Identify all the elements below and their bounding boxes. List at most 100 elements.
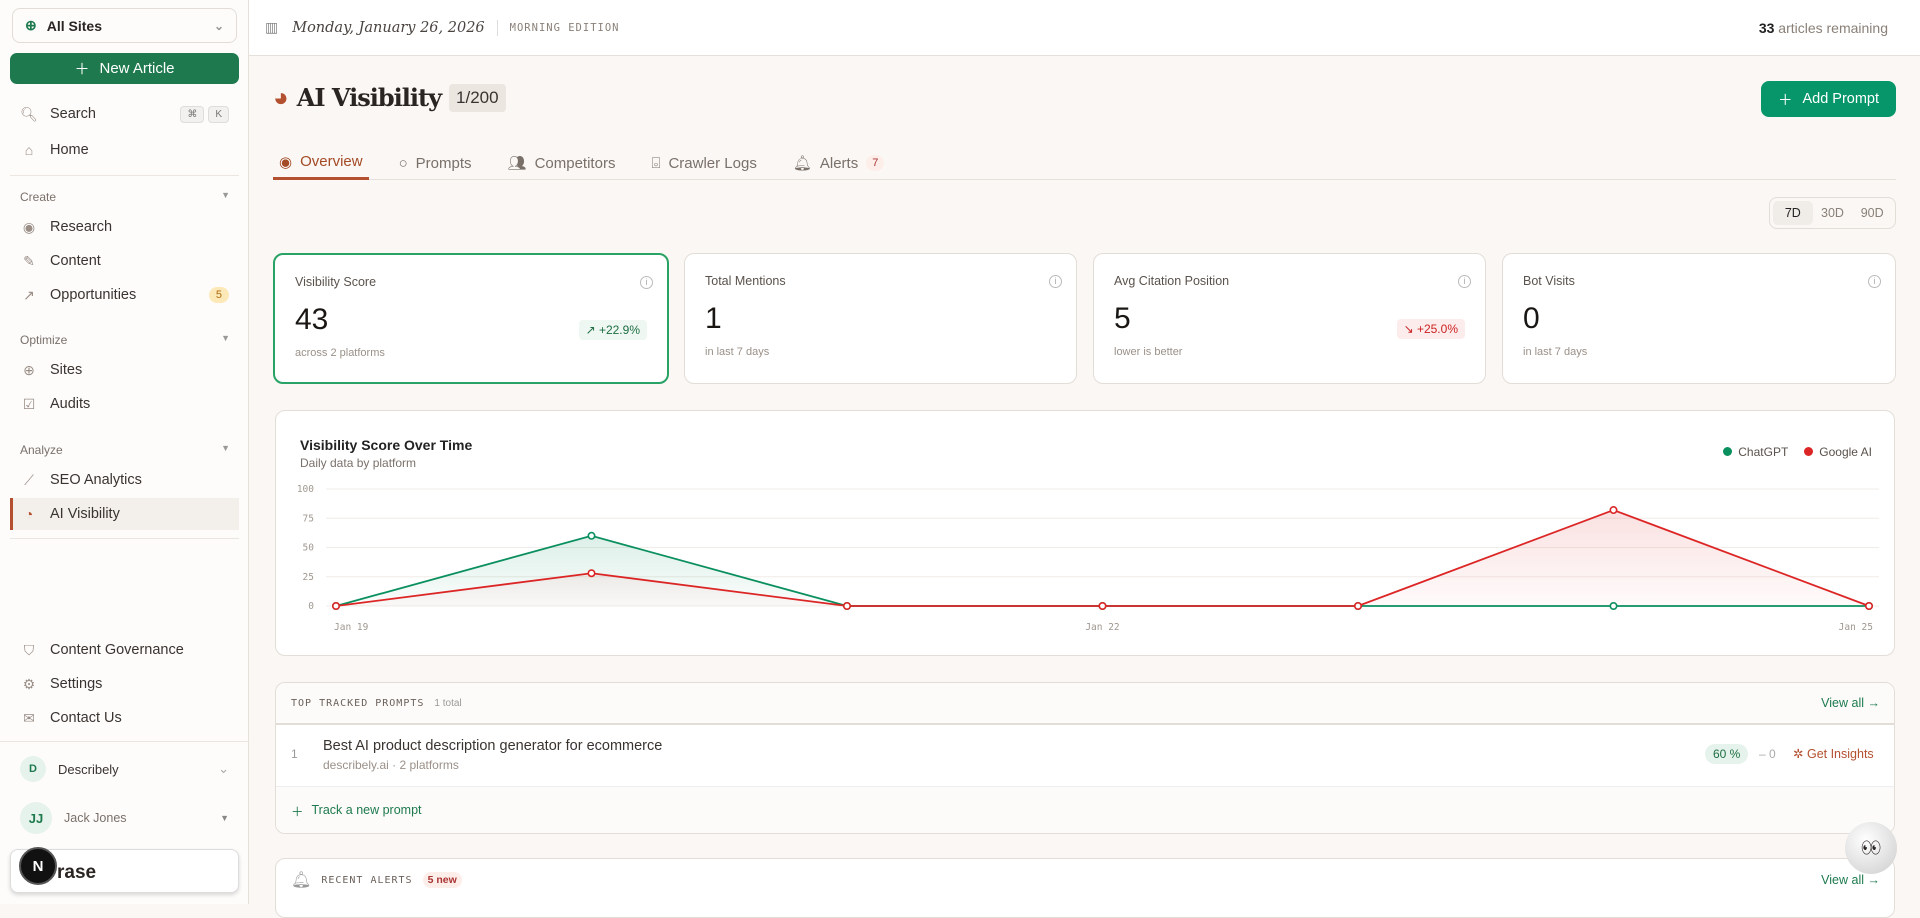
prompt-count-badge: 1/200: [449, 83, 506, 112]
line-chart-icon: ⟋: [24, 471, 34, 488]
sidebar: ⊕ All Sites ⌄ ＋ New Article 🔍︎ Search ⌘ K ⌂ Hom…: [0, 0, 249, 904]
sidebar-item-audits[interactable]: ☑ Audits: [10, 388, 239, 420]
range-90d[interactable]: 90D: [1860, 206, 1884, 220]
sidebar-item-content-governance[interactable]: ⛉ Content Governance: [10, 634, 239, 666]
date: Monday, January 26, 2026: [292, 19, 498, 36]
section-label: Optimize: [20, 333, 68, 347]
nav-label: Content: [50, 253, 101, 269]
metric-sub: in last 7 days: [705, 346, 770, 358]
y-tick-label: 0: [308, 601, 314, 612]
section-analyze[interactable]: Analyze ▼: [20, 443, 230, 457]
data-point: [587, 569, 596, 578]
pie-chart-icon: ◕: [273, 82, 289, 112]
n-button[interactable]: N: [19, 847, 57, 885]
data-point: [1609, 602, 1618, 611]
track-new-prompt-button[interactable]: ＋ Track a new prompt: [276, 787, 1894, 833]
sidebar-toggle-icon[interactable]: ▥: [265, 19, 279, 35]
view-all-alerts-link[interactable]: View all →: [1821, 873, 1880, 887]
caret-down-icon: ▼: [221, 333, 230, 343]
plus-icon: ＋: [1777, 92, 1793, 109]
legend-label: Google AI: [1819, 445, 1872, 459]
metric-value: 5: [1114, 302, 1131, 335]
new-article-button[interactable]: ＋ New Article: [10, 53, 239, 84]
metric-card-avg-citation-position[interactable]: Avg Citation Position i 5 ↘ +25.0% lower …: [1093, 253, 1486, 384]
assistant-mascot-button[interactable]: 👀︎: [1845, 822, 1897, 874]
metric-card-visibility-score[interactable]: Visibility Score i 43 ↗ +22.9% across 2 p…: [273, 253, 669, 384]
y-tick-label: 75: [303, 513, 314, 524]
get-insights-button[interactable]: ✲ Get Insights: [1793, 746, 1874, 761]
caret-down-icon: ▼: [220, 813, 229, 823]
chevron-down-icon: ⌄: [218, 761, 229, 776]
clipboard-check-icon: ☑: [22, 395, 36, 412]
nav-label: Research: [50, 219, 113, 235]
chart-title: Visibility Score Over Time: [300, 437, 473, 453]
nav-label: Opportunities: [50, 287, 137, 303]
sidebar-item-search[interactable]: 🔍︎ Search ⌘ K: [10, 98, 239, 130]
metric-card-total-mentions[interactable]: Total Mentions i 1 in last 7 days: [684, 253, 1077, 384]
metric-card-bot-visits[interactable]: Bot Visits i 0 in last 7 days: [1502, 253, 1896, 384]
prompt-rank: 1: [291, 747, 298, 761]
info-icon[interactable]: i: [1868, 275, 1881, 288]
kbd-k: K: [208, 105, 229, 123]
edition: MORNING EDITION: [509, 21, 620, 34]
sidebar-item-contact-us[interactable]: ✉ Contact Us: [10, 702, 239, 734]
sidebar-item-content[interactable]: ✎ Content: [10, 245, 239, 277]
prompts-total: 1 total: [434, 697, 462, 709]
add-prompt-button[interactable]: ＋ Add Prompt: [1761, 81, 1896, 117]
page-title: AI Visibility: [296, 83, 442, 112]
info-icon[interactable]: i: [1458, 275, 1471, 288]
user-avatar: JJ: [20, 802, 52, 834]
bell-icon: 🔔︎: [792, 155, 812, 172]
top-tracked-prompts-card: TOP TRACKED PROMPTS 1 total View all → 1…: [275, 682, 1895, 834]
view-all-prompts-link[interactable]: View all →: [1821, 696, 1880, 710]
info-icon[interactable]: i: [640, 276, 653, 289]
articles-remaining: 33 articles remaining: [1759, 20, 1888, 36]
divider: [10, 538, 239, 539]
tab-prompts[interactable]: ○ Prompts: [393, 146, 478, 180]
visibility-chart-card: Visibility Score Over Time Daily data by…: [275, 410, 1895, 656]
range-30d[interactable]: 30D: [1821, 206, 1844, 220]
sidebar-item-settings[interactable]: ⚙ Settings: [10, 668, 239, 700]
sidebar-item-home[interactable]: ⌂ Home: [10, 134, 239, 166]
series-area-chatgpt: [336, 535, 1869, 606]
shield-icon: ⛉: [23, 641, 35, 658]
series-area-google-ai: [336, 510, 1869, 606]
tab-alerts[interactable]: 🔔︎ Alerts 7: [787, 146, 891, 180]
data-point: [1865, 602, 1874, 611]
site-selector[interactable]: ⊕ All Sites ⌄: [12, 8, 237, 43]
section-optimize[interactable]: Optimize ▼: [20, 333, 230, 347]
section-label: Create: [20, 190, 57, 204]
nav-label: SEO Analytics: [50, 472, 142, 488]
chart-subtitle: Daily data by platform: [300, 456, 417, 470]
data-point: [1609, 506, 1618, 515]
plus-icon: ＋: [74, 61, 90, 78]
tab-overview[interactable]: ◉ Overview: [273, 146, 369, 180]
sidebar-item-research[interactable]: ◉ Research: [10, 211, 239, 243]
sidebar-item-ai-visibility[interactable]: ◔ AI Visibility: [10, 498, 239, 530]
range-7d[interactable]: 7D: [1773, 201, 1813, 225]
prompt-change: – 0: [1759, 747, 1776, 761]
kbd-cmd: ⌘: [180, 105, 205, 123]
tab-competitors[interactable]: 👥︎ Competitors: [502, 146, 622, 180]
sidebar-item-seo-analytics[interactable]: ⟋ SEO Analytics: [10, 464, 239, 496]
chevron-down-icon: ⌄: [213, 18, 224, 33]
tab-crawler-logs[interactable]: ⌻ Crawler Logs: [645, 146, 762, 180]
legend-chatgpt[interactable]: ChatGPT: [1723, 445, 1788, 459]
n-label: N: [32, 857, 44, 875]
user-menu[interactable]: JJ Jack Jones ▼: [10, 802, 239, 834]
y-tick-label: 100: [297, 484, 314, 495]
legend-google-ai[interactable]: Google AI: [1804, 445, 1872, 459]
x-tick-label: Jan 22: [1085, 622, 1119, 633]
prompt-row[interactable]: 1 Best AI product description generator …: [276, 725, 1894, 787]
workspace-switcher[interactable]: D Describely ⌄: [10, 753, 239, 785]
metric-label: Avg Citation Position: [1114, 274, 1230, 288]
sidebar-item-sites[interactable]: ⊕ Sites: [10, 354, 239, 386]
y-tick-label: 50: [303, 543, 315, 554]
sidebar-item-opportunities[interactable]: ↗ Opportunities 5: [10, 279, 239, 311]
trend-up-icon: ↗: [23, 286, 35, 303]
prompt-text: Best AI product description generator fo…: [323, 738, 663, 754]
info-icon[interactable]: i: [1049, 275, 1062, 288]
section-create[interactable]: Create ▼: [20, 190, 230, 204]
count-badge: 5: [208, 287, 229, 303]
x-tick-label: Jan 25: [1839, 622, 1873, 633]
